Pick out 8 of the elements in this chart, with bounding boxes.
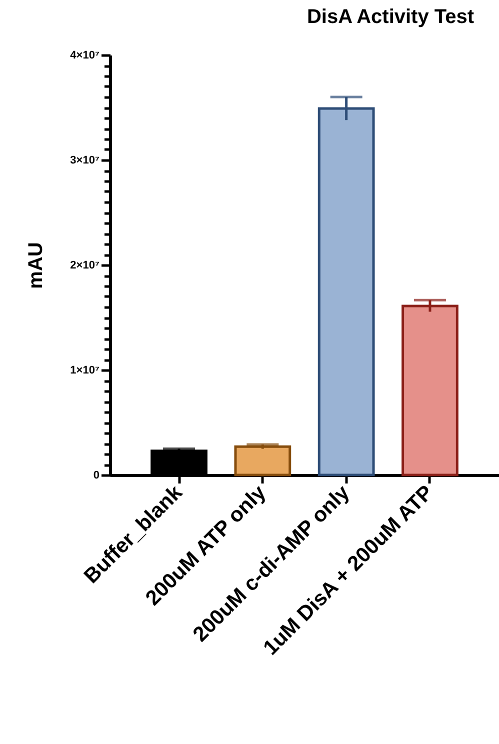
bar bbox=[402, 304, 458, 476]
y-tick-label: 3×10⁷ bbox=[70, 154, 100, 166]
y-tick-label: 4×10⁷ bbox=[70, 50, 100, 62]
y-axis-title: mAU bbox=[25, 242, 48, 289]
y-tick-label: 0 bbox=[93, 470, 100, 482]
y-tick-label: 1×10⁷ bbox=[70, 364, 100, 376]
chart-title: DisA Activity Test bbox=[306, 6, 474, 28]
y-tick-label: 2×10⁷ bbox=[70, 260, 100, 272]
